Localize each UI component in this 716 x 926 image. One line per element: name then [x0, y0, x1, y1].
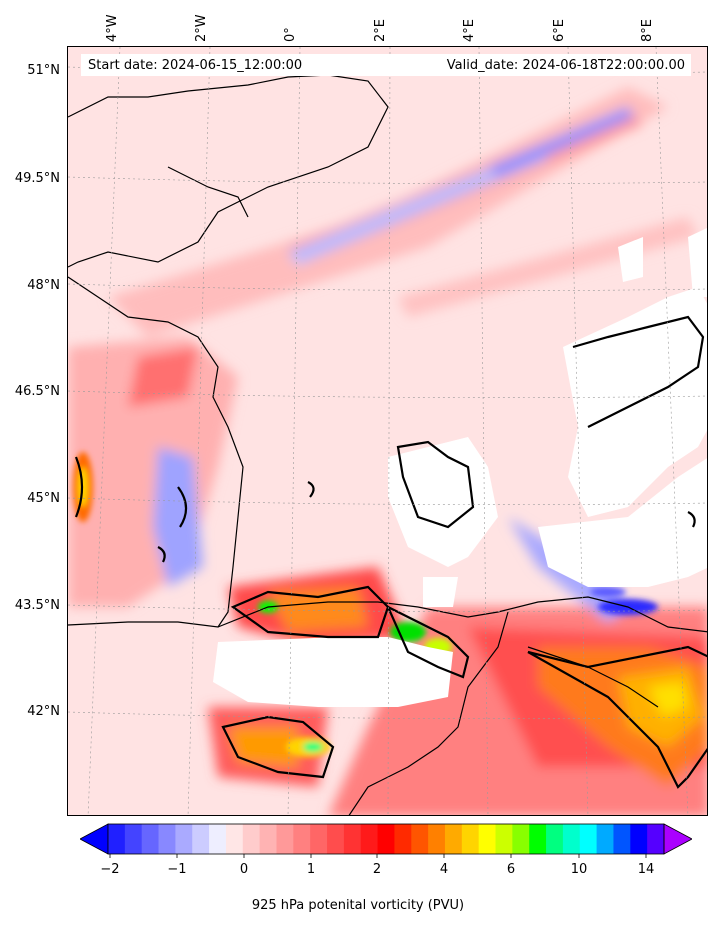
- colorbar-segment: [108, 824, 126, 854]
- colorbar-outline: [107, 823, 665, 855]
- lon-label: 6°E: [552, 19, 567, 42]
- colorbar-segment: [209, 824, 227, 854]
- colorbar-segment: [124, 824, 143, 854]
- lat-label: 42°N: [27, 704, 60, 719]
- colorbar-tick-label: 4: [439, 862, 449, 877]
- lat-label: 49.5°N: [14, 171, 60, 186]
- lat-label: 45°N: [27, 491, 60, 506]
- colorbar-segment: [310, 824, 328, 854]
- start-date-text: Start date: 2024-06-15_12:00:00: [88, 58, 303, 73]
- colorbar-segment: [411, 824, 429, 854]
- colorbar-tick-label: 2: [372, 862, 382, 877]
- colorbar-segment: [529, 824, 547, 854]
- colorbar-tick-label: 14: [637, 862, 655, 877]
- colorbar-segment: [596, 824, 614, 854]
- colorbar-tick-label: 10: [570, 862, 588, 877]
- colorbar-segment: [259, 824, 277, 854]
- colorbar-segment: [225, 824, 244, 854]
- colorbar-segment: [630, 824, 648, 854]
- lon-label: 4°W: [105, 14, 120, 42]
- colorbar-segment: [242, 824, 261, 854]
- valid-date-text: Valid_date: 2024-06-18T22:00:00.00: [446, 58, 685, 73]
- colorbar-segment: [647, 824, 665, 854]
- colorbar-segment: [478, 824, 497, 854]
- colorbar-label: 925 hPa potenital vorticity (PVU): [251, 898, 465, 913]
- colorbar-segment: [377, 824, 395, 854]
- colorbar-segment: [158, 824, 176, 854]
- colorbar-segment: [428, 824, 446, 854]
- colorbar-segment: [360, 824, 379, 854]
- colorbar-segment: [444, 824, 463, 854]
- date-banner: Start date: 2024-06-15_12:00:00 Valid_da…: [81, 54, 691, 76]
- colorbar-segment: [192, 824, 210, 854]
- colorbar-segment: [579, 824, 598, 854]
- colorbar-tick-label: 6: [506, 862, 516, 877]
- lat-label: 48°N: [27, 278, 60, 293]
- colorbar-tick-label: 1: [306, 862, 316, 877]
- colorbar: [80, 823, 692, 858]
- lon-label: 4°E: [462, 19, 477, 42]
- lat-label: 43.5°N: [14, 598, 60, 613]
- lon-label: 8°E: [640, 19, 655, 42]
- masked-terrain: [213, 227, 707, 707]
- pv-contours: [74, 315, 707, 789]
- colorbar-extend-low: [80, 823, 109, 855]
- colorbar-tick-label: −2: [100, 862, 120, 877]
- colorbar-segment: [562, 824, 581, 854]
- lat-label: 46.5°N: [14, 384, 60, 399]
- colorbar-segment: [495, 824, 513, 854]
- lat-label: 51°N: [27, 63, 60, 78]
- map-panel: [67, 46, 708, 816]
- colorbar-segment: [293, 824, 311, 854]
- colorbar-segment: [141, 824, 160, 854]
- colorbar-segment: [394, 824, 412, 854]
- colorbar-tick-label: −1: [167, 862, 187, 877]
- colorbar-segment: [613, 824, 631, 854]
- coastlines: [68, 74, 707, 815]
- colorbar-segment: [546, 824, 564, 854]
- colorbar-segment: [461, 824, 480, 854]
- vorticity-field-map: [68, 47, 707, 815]
- graticule: [68, 47, 707, 815]
- colorbar-segment: [276, 824, 294, 854]
- lon-label: 0°: [283, 27, 298, 42]
- lon-label: 2°W: [194, 14, 209, 42]
- colorbar-segment: [512, 824, 530, 854]
- lon-label: 2°E: [373, 19, 388, 42]
- colorbar-extend-high: [663, 823, 692, 855]
- colorbar-segment: [175, 824, 193, 854]
- colorbar-segment: [327, 824, 345, 854]
- colorbar-segment: [343, 824, 362, 854]
- colorbar-tick-label: 0: [239, 862, 249, 877]
